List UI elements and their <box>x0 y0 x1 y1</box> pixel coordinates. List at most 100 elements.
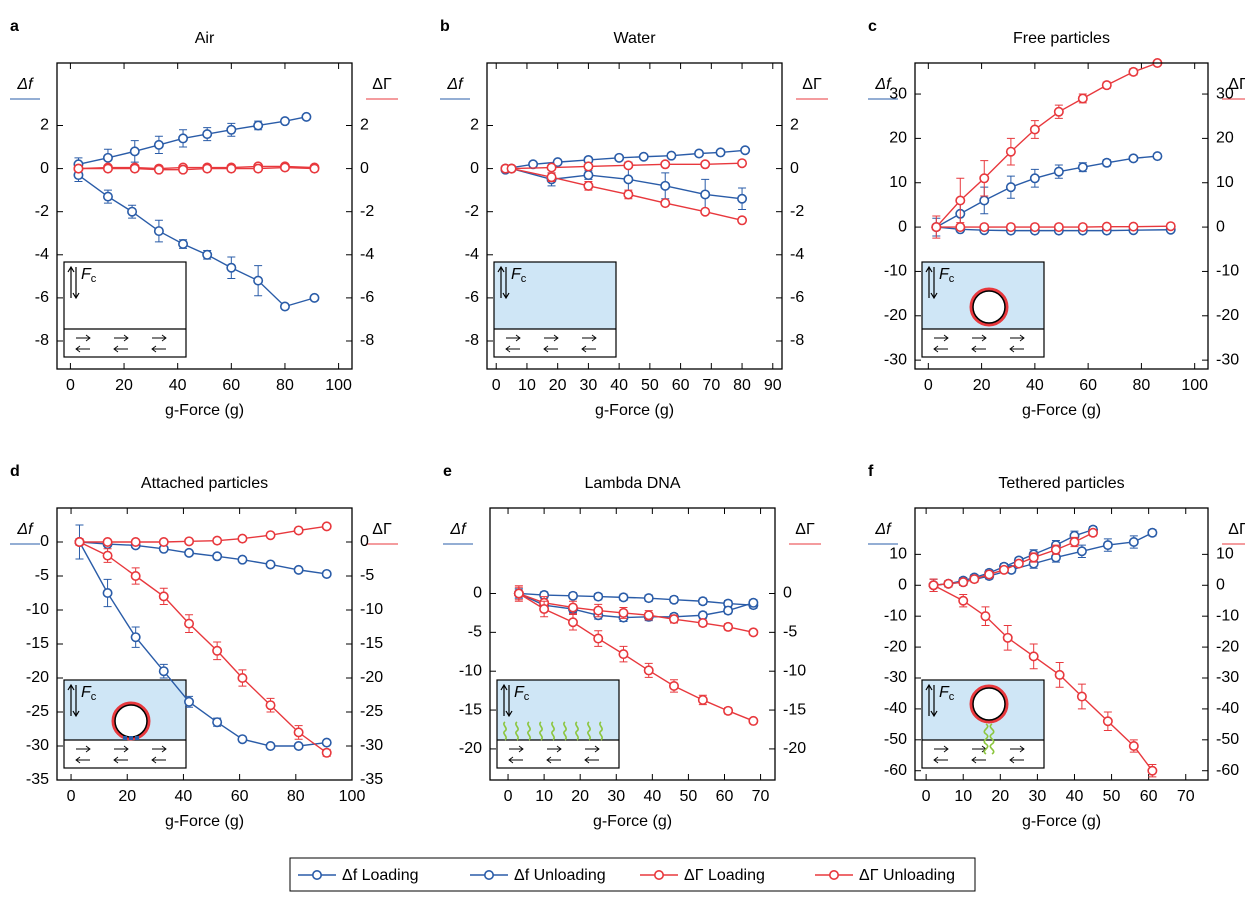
marker <box>293 525 304 536</box>
dna <box>563 721 567 741</box>
y-axis-label: Δf <box>16 76 34 93</box>
y-axis-label: Δf <box>16 521 34 538</box>
marker <box>700 159 711 170</box>
marker <box>1005 222 1016 233</box>
force-arrow <box>505 685 513 718</box>
panel-title: Water <box>613 30 656 47</box>
shear-arrow <box>76 745 91 753</box>
marker <box>102 163 113 174</box>
y2-tick-label: -20 <box>783 740 806 757</box>
y-tick-label: -30 <box>26 737 49 754</box>
inset-frame <box>921 261 1045 358</box>
x-axis-label: g-Force (g) <box>593 813 672 830</box>
marker <box>265 700 276 711</box>
panel-title: Attached particles <box>141 475 268 492</box>
x-tick-label: 50 <box>641 377 659 394</box>
marker <box>153 226 164 237</box>
panel-label: d <box>10 463 20 480</box>
marker <box>265 530 276 541</box>
legend-marker <box>828 869 839 880</box>
y-tick-label: 0 <box>40 160 49 177</box>
plot-frame <box>914 62 1209 370</box>
x-tick-label: 40 <box>1026 377 1044 394</box>
x-axis-label: g-Force (g) <box>595 402 674 419</box>
marker <box>153 164 164 175</box>
shear-arrow <box>114 334 129 342</box>
y2-tick-label: -60 <box>1216 762 1239 779</box>
particle <box>972 290 1006 324</box>
marker <box>1029 222 1040 233</box>
marker <box>73 163 84 174</box>
marker <box>158 666 169 677</box>
y2-tick-label: 2 <box>360 117 369 134</box>
y-tick-label: -15 <box>26 635 49 652</box>
shear-arrow <box>1010 334 1025 342</box>
x-tick-label: 90 <box>764 377 782 394</box>
shear-arrow <box>582 334 597 342</box>
marker <box>697 694 708 705</box>
series-line <box>505 167 743 221</box>
y-tick-label: -50 <box>884 731 907 748</box>
linker <box>135 736 139 740</box>
y2-tick-label: -4 <box>790 246 804 263</box>
marker <box>723 605 734 616</box>
marker <box>184 696 195 707</box>
y-axis-label: Δf <box>449 521 467 538</box>
y2-tick-label: -25 <box>360 703 383 720</box>
y-tick-label: 2 <box>470 117 479 134</box>
particle <box>114 704 148 738</box>
x-tick-label: 40 <box>169 377 187 394</box>
marker <box>931 222 942 233</box>
y2-tick-label: 0 <box>1216 218 1225 235</box>
marker <box>748 627 759 638</box>
y2-tick-label: -2 <box>790 203 804 220</box>
marker <box>979 222 990 233</box>
marker <box>212 551 223 562</box>
marker <box>74 536 85 547</box>
plot-frame <box>56 507 353 781</box>
force-arrow <box>930 267 938 300</box>
y2-tick-label: -30 <box>1216 351 1239 368</box>
marker <box>1128 153 1139 164</box>
y-tick-label: -10 <box>26 601 49 618</box>
marker <box>593 591 604 602</box>
series-line <box>505 149 746 170</box>
inset-medium <box>494 262 616 329</box>
inset-medium <box>64 262 186 329</box>
marker <box>955 195 966 206</box>
panel-label: f <box>868 463 874 480</box>
shear-arrow <box>581 345 596 353</box>
inset-frame <box>496 679 620 769</box>
marker <box>1165 221 1176 232</box>
force-subscript: c <box>524 691 530 703</box>
marker <box>212 717 223 728</box>
marker <box>202 249 213 260</box>
shear-arrow <box>506 334 521 342</box>
marker <box>1069 536 1080 547</box>
marker <box>178 133 189 144</box>
inset-substrate <box>922 329 1044 357</box>
series-line <box>78 166 315 171</box>
marker <box>1101 157 1112 168</box>
inset-frame <box>63 679 187 769</box>
marker <box>700 206 711 217</box>
marker <box>618 592 629 603</box>
y2-axis-label: ΔΓ <box>1228 521 1245 538</box>
marker <box>1102 540 1113 551</box>
marker <box>980 611 991 622</box>
y2-tick-label: -2 <box>360 203 374 220</box>
marker <box>979 173 990 184</box>
marker <box>623 189 634 200</box>
y2-tick-label: -15 <box>783 701 806 718</box>
shear-arrow <box>972 334 987 342</box>
y2-tick-label: -15 <box>360 635 383 652</box>
force-symbol: F <box>939 266 950 283</box>
legend-frame <box>289 857 976 892</box>
y2-axis-label: ΔΓ <box>795 521 815 538</box>
marker <box>958 595 969 606</box>
force-symbol: F <box>81 266 92 283</box>
shear-arrow <box>152 334 167 342</box>
marker <box>1054 669 1065 680</box>
x-tick-label: 60 <box>222 377 240 394</box>
y-tick-label: -30 <box>884 351 907 368</box>
